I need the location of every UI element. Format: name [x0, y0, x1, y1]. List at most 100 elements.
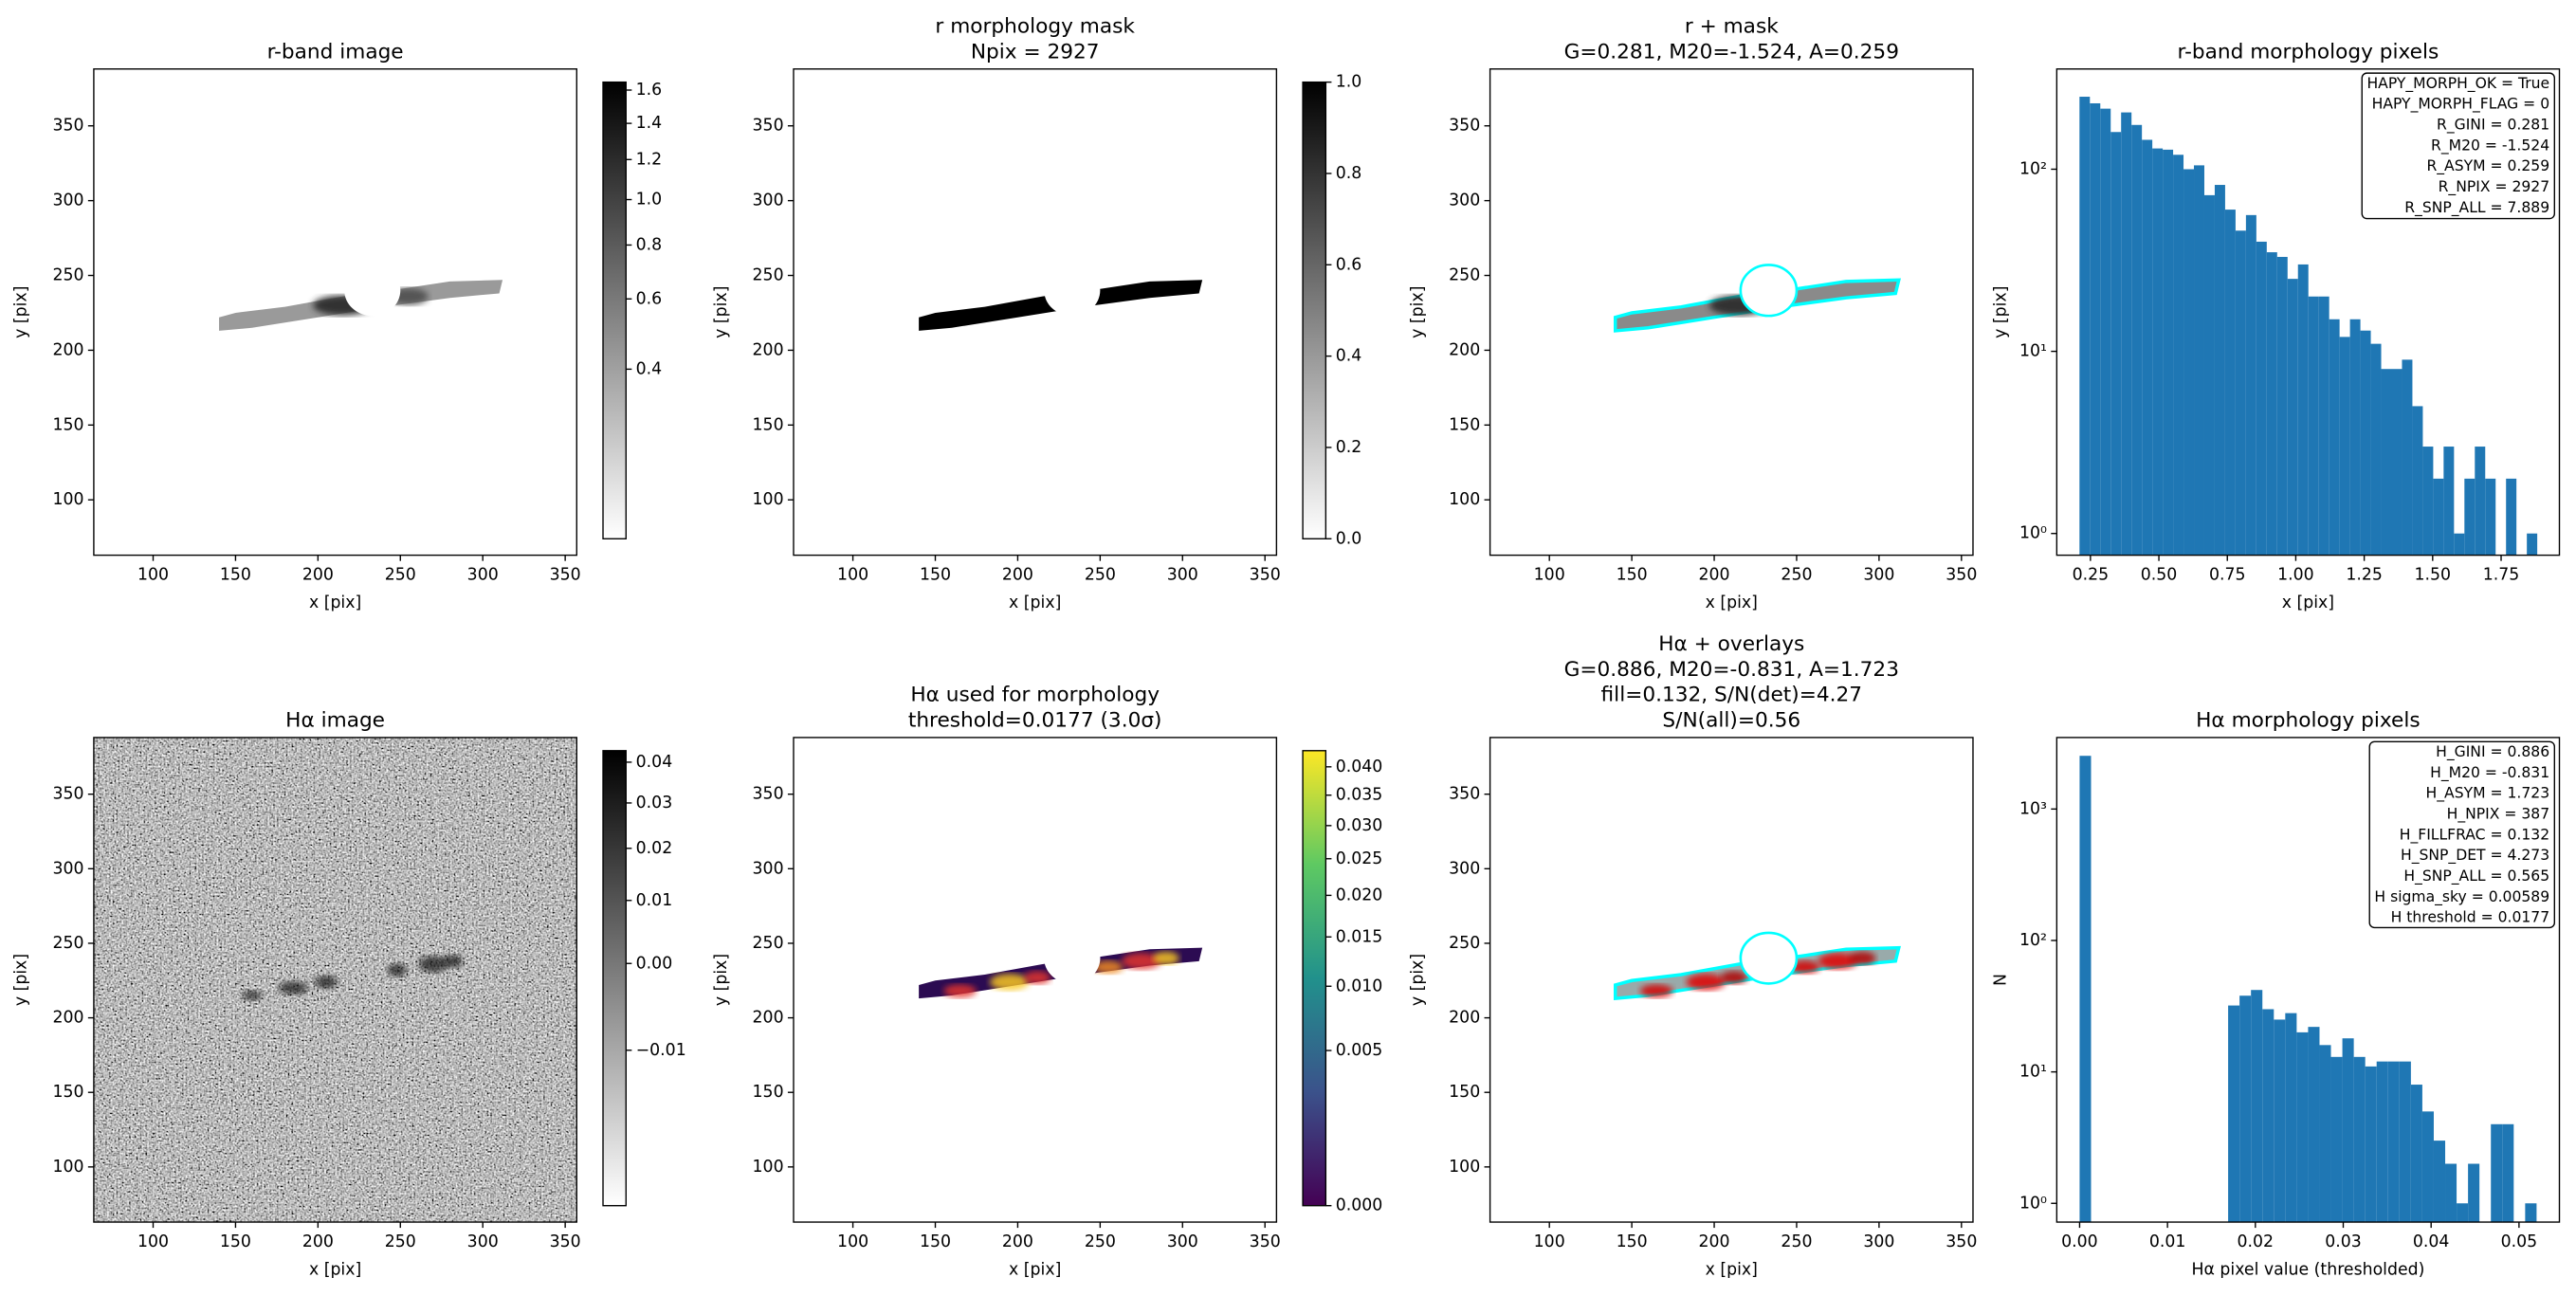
bar	[2297, 264, 2309, 556]
colorbar-tick-label: −0.01	[636, 1041, 686, 1060]
panel-title: threshold=0.0177 (3.0σ)	[908, 709, 1162, 733]
x-tick-label: 1.00	[2277, 565, 2314, 584]
y-tick-label: 300	[1449, 192, 1480, 210]
emission-blob	[989, 974, 1030, 991]
y-tick-label: 200	[1449, 340, 1480, 359]
bar	[2100, 108, 2111, 556]
annotation-text: HAPY_MORPH_FLAG = 0	[2372, 96, 2549, 114]
bar	[2079, 756, 2092, 1223]
bar	[2262, 1009, 2275, 1223]
panel-title: Npix = 2927	[971, 40, 1100, 64]
panel-title: r-band morphology pixels	[2178, 40, 2439, 64]
x-axis-label: x [pix]	[1009, 1260, 1061, 1279]
bar	[2457, 1203, 2469, 1223]
y-tick-label: 350	[1449, 785, 1480, 804]
y-tick-label: 300	[52, 859, 83, 878]
bar	[2330, 1056, 2343, 1223]
bar	[2287, 279, 2298, 556]
colorbar	[1302, 81, 1327, 539]
y-tick-label: 150	[753, 415, 784, 434]
colorbar-tick-label: 1.0	[1336, 73, 1362, 92]
annotation-text: H_ASYM = 1.723	[2426, 785, 2550, 803]
y-axis-label: y [pix]	[1991, 286, 2010, 338]
bar	[2090, 102, 2101, 556]
x-tick-label: 0.01	[2149, 1232, 2186, 1251]
x-tick-label: 0.00	[2061, 1232, 2098, 1251]
x-tick-label: 300	[467, 565, 499, 584]
bar	[2412, 406, 2423, 556]
annotation-text: R_NPIX = 2927	[2439, 178, 2550, 196]
colorbar-tick-label: 1.0	[636, 191, 663, 210]
bar	[2410, 1085, 2422, 1223]
emission-blob	[1818, 953, 1858, 970]
bars	[2079, 97, 2538, 556]
axes-frame	[793, 737, 1278, 1223]
bar	[2365, 1066, 2377, 1223]
annotation-text: R_M20 = -1.524	[2431, 137, 2549, 155]
annotation-text: R_GINI = 0.281	[2437, 117, 2549, 135]
colorbar-tick-label: 0.4	[636, 359, 663, 378]
y-tick-label: 350	[1449, 117, 1480, 136]
bar	[2464, 478, 2476, 556]
colorbar-tick-label: 0.04	[636, 753, 673, 772]
bar	[2224, 210, 2236, 556]
x-tick-label: 150	[1617, 565, 1648, 584]
colorbar-tick-label: 0.03	[636, 794, 673, 812]
x-axis-label: x [pix]	[1706, 593, 1758, 612]
bar	[2131, 124, 2143, 556]
colorbar-tick-label: 0.040	[1336, 758, 1383, 776]
dark-blob	[314, 975, 338, 989]
bar	[2308, 1027, 2320, 1223]
x-tick-label: 1.50	[2415, 565, 2452, 584]
y-tick-label: 150	[1449, 1083, 1480, 1102]
colorbar-tick-label: 0.4	[1336, 347, 1362, 366]
colorbar	[602, 81, 627, 539]
bar	[2183, 169, 2195, 556]
x-tick-label: 200	[1002, 1232, 1033, 1251]
colorbar-tick-label: 0.02	[636, 839, 673, 858]
bar	[2342, 1038, 2354, 1223]
y-tick-label: 10⁰	[2019, 1194, 2047, 1213]
annotation-text: R_ASYM = 0.259	[2426, 157, 2549, 175]
y-tick-label: 250	[52, 934, 83, 953]
bar	[2445, 1163, 2457, 1223]
x-tick-label: 0.75	[2209, 565, 2246, 584]
panel-title: Hα used for morphology	[910, 684, 1160, 707]
y-tick-label: 200	[753, 340, 784, 359]
emission-blob	[1721, 971, 1747, 985]
image	[1613, 931, 1901, 1001]
bar	[2353, 1056, 2366, 1223]
annotation-text: R_SNP_ALL = 7.889	[2404, 199, 2549, 217]
bar	[2399, 1061, 2411, 1223]
bar	[2239, 995, 2252, 1223]
bar	[2475, 447, 2486, 556]
y-tick-label: 200	[52, 340, 83, 359]
bar	[2173, 155, 2184, 556]
x-tick-label: 100	[1534, 565, 1565, 584]
x-tick-label: 250	[385, 565, 416, 584]
x-tick-label: 0.02	[2238, 1232, 2275, 1251]
image	[1613, 264, 1901, 333]
axes-frame	[2055, 68, 2561, 557]
x-tick-label: 150	[220, 1232, 251, 1251]
colorbar-tick-label: 1.6	[636, 81, 663, 100]
colorbar-tick-label: 0.000	[1336, 1196, 1383, 1215]
colorbar-tick-label: 0.025	[1336, 849, 1383, 868]
y-tick-label: 10²	[2019, 931, 2047, 950]
y-tick-label: 250	[753, 934, 784, 953]
bar	[2502, 1123, 2514, 1223]
image	[219, 265, 503, 331]
y-axis-label: y [pix]	[1408, 286, 1427, 338]
y-tick-label: 250	[1449, 266, 1480, 285]
colorbar-tick-label: 0.2	[1336, 438, 1362, 457]
bar	[2443, 447, 2455, 556]
x-tick-label: 200	[302, 565, 334, 584]
bar	[2370, 343, 2382, 556]
x-tick-label: 350	[1250, 1232, 1281, 1251]
masked-star	[344, 265, 401, 317]
x-axis-label: x [pix]	[2282, 593, 2334, 612]
bar	[2274, 1019, 2286, 1223]
x-tick-label: 0.25	[2073, 565, 2110, 584]
dark-blob	[387, 963, 408, 977]
